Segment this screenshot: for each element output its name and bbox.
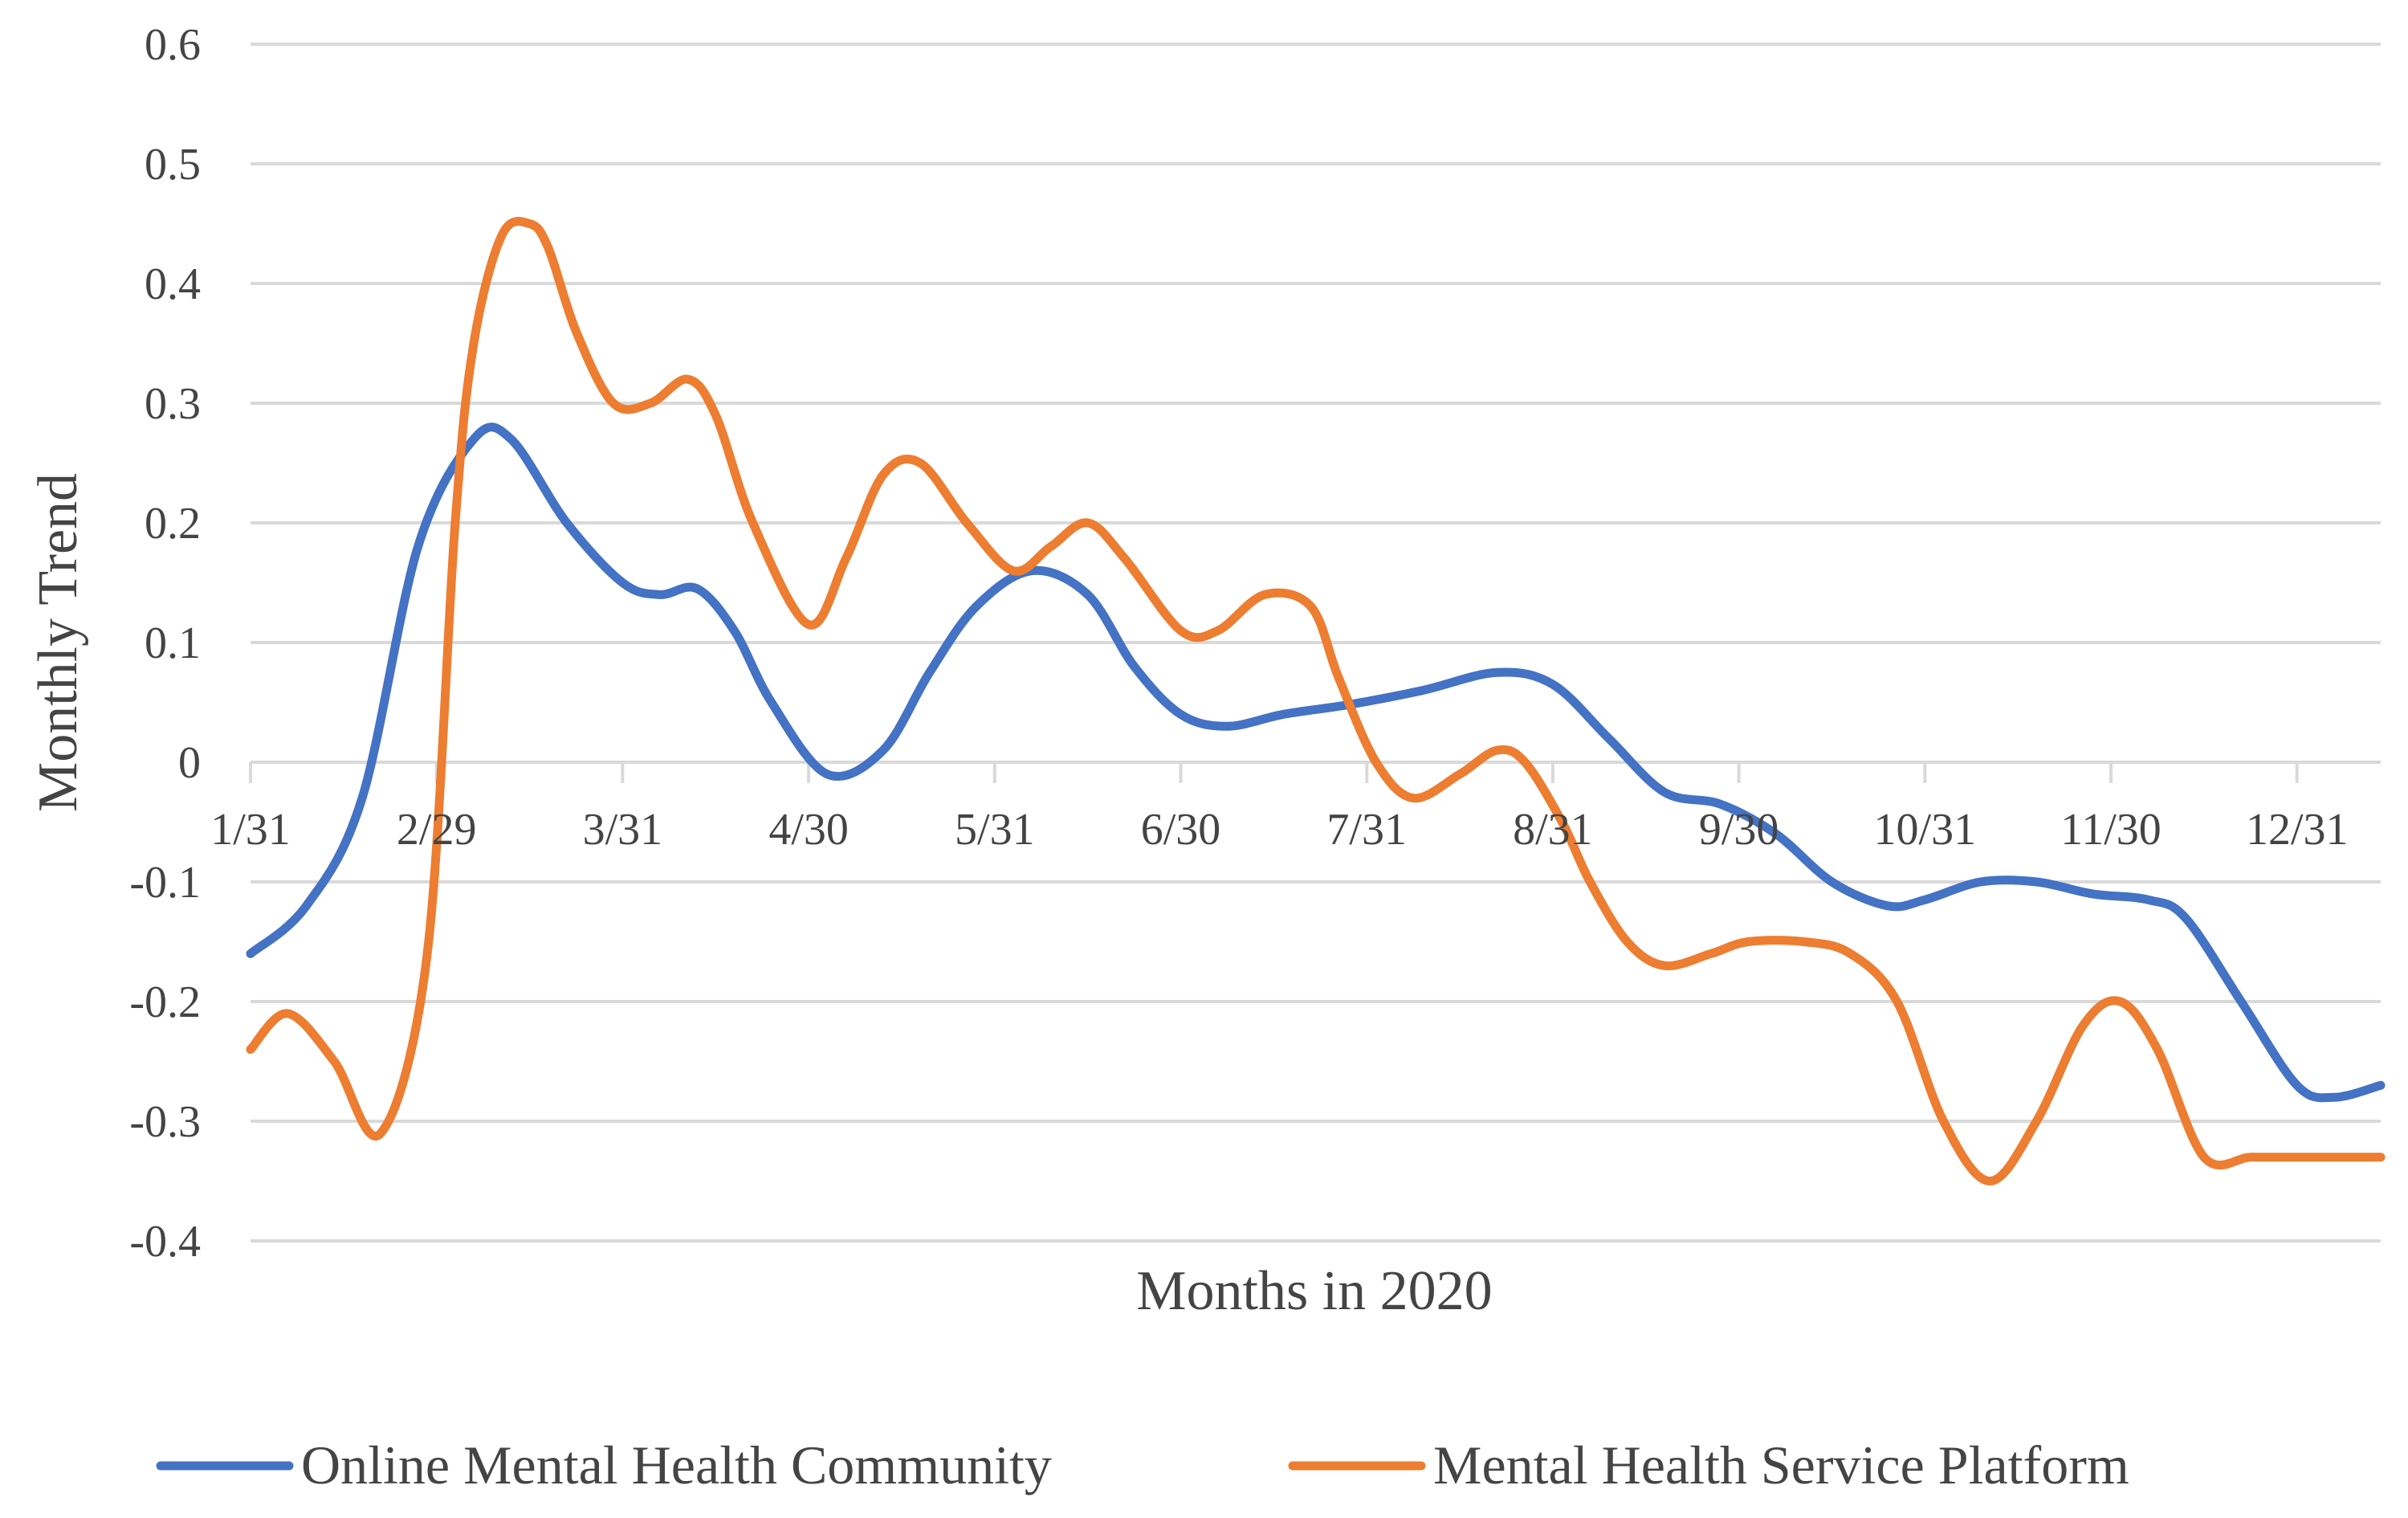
series-layer [246, 217, 2386, 1185]
x-tick-label: 2/29 [397, 805, 477, 855]
legend-label: Online Mental Health Community [301, 1434, 1052, 1496]
x-tick-label: 10/31 [1874, 805, 1977, 855]
x-tick-label: 11/30 [2060, 805, 2161, 855]
grid-layer [251, 43, 2381, 1243]
y-axis-title: Monthly Trend [27, 473, 89, 812]
y-tick-label: -0.4 [129, 1217, 201, 1267]
x-tick-label: 4/30 [768, 805, 849, 855]
y-tick-label: 0.2 [145, 499, 201, 549]
y-tick-label: 0 [178, 738, 201, 788]
y-tick-label: -0.1 [129, 858, 201, 908]
y-tick-label: 0.6 [145, 20, 201, 70]
y-tick-label: -0.2 [129, 977, 201, 1027]
series-line-online-mental-health-community [246, 422, 2386, 1103]
axis-layer [249, 762, 2299, 783]
y-tick-label: 0.5 [145, 140, 201, 190]
y-tick-label: 0.1 [145, 618, 201, 668]
x-tick-label: 6/30 [1141, 805, 1221, 855]
y-tick-label: -0.3 [129, 1097, 201, 1147]
y-tick-label: 0.4 [145, 259, 201, 309]
x-tick-label: 8/31 [1513, 805, 1593, 855]
x-tick-label: 5/31 [955, 805, 1035, 855]
y-tick-label: 0.3 [145, 379, 201, 429]
legend-label: Mental Health Service Platform [1433, 1434, 2129, 1496]
x-tick-label: 12/31 [2246, 805, 2349, 855]
x-tick-label: 9/30 [1699, 805, 1779, 855]
x-tick-label: 7/31 [1326, 805, 1407, 855]
x-tick-label: 3/31 [583, 805, 663, 855]
x-axis-title: Months in 2020 [1136, 1260, 1492, 1322]
label-layer: Monthly Trend Months in 2020 0.6 0.5 0.4 0.… [27, 20, 2349, 1322]
x-tick-label: 1/31 [210, 805, 291, 855]
legend: Online Mental Health Community Mental Hea… [156, 1434, 2129, 1496]
series-line-mental-health-service-platform [246, 217, 2386, 1185]
